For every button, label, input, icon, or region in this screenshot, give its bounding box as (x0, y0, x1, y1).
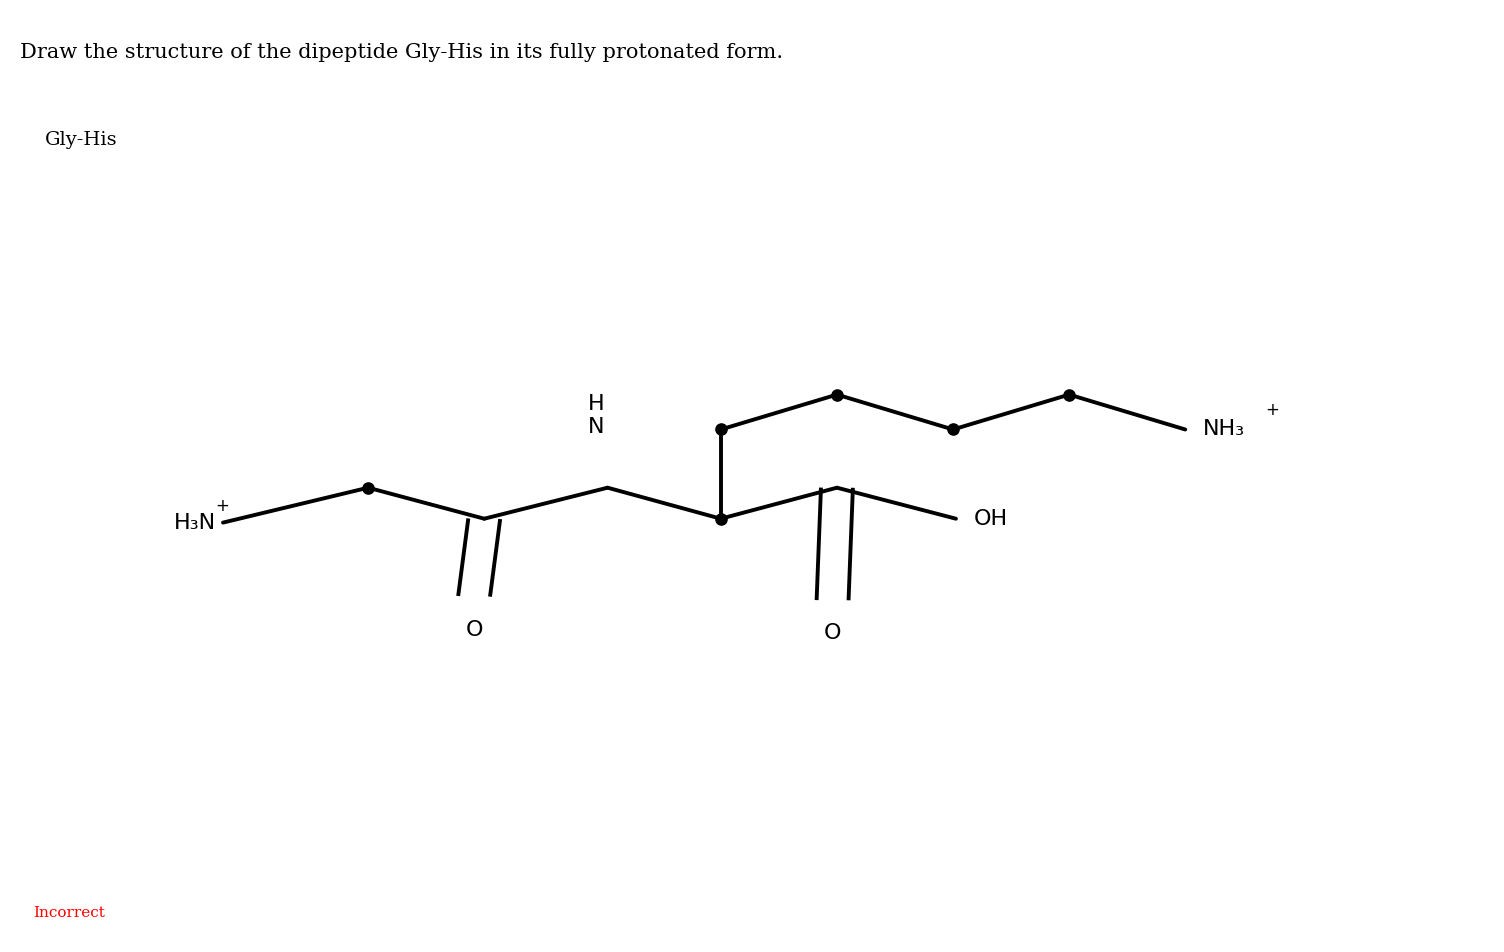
Text: H₃N: H₃N (173, 512, 215, 532)
Point (1057, 387, 1081, 402)
Text: OH: OH (973, 508, 1008, 528)
Point (708, 422, 732, 437)
Text: O: O (465, 620, 483, 640)
Text: Gly-His: Gly-His (45, 130, 117, 149)
Text: O: O (824, 624, 841, 644)
Point (708, 511, 732, 526)
Text: NH₃: NH₃ (1203, 420, 1245, 440)
Text: Draw the structure of the dipeptide Gly-His in its fully protonated form.: Draw the structure of the dipeptide Gly-… (20, 43, 782, 62)
Point (356, 480, 381, 495)
Text: +: + (1265, 401, 1278, 419)
Point (942, 422, 966, 437)
Text: +: + (215, 497, 230, 514)
Text: Incorrect: Incorrect (33, 905, 105, 920)
Text: H
N: H N (588, 394, 605, 437)
Point (824, 387, 848, 402)
